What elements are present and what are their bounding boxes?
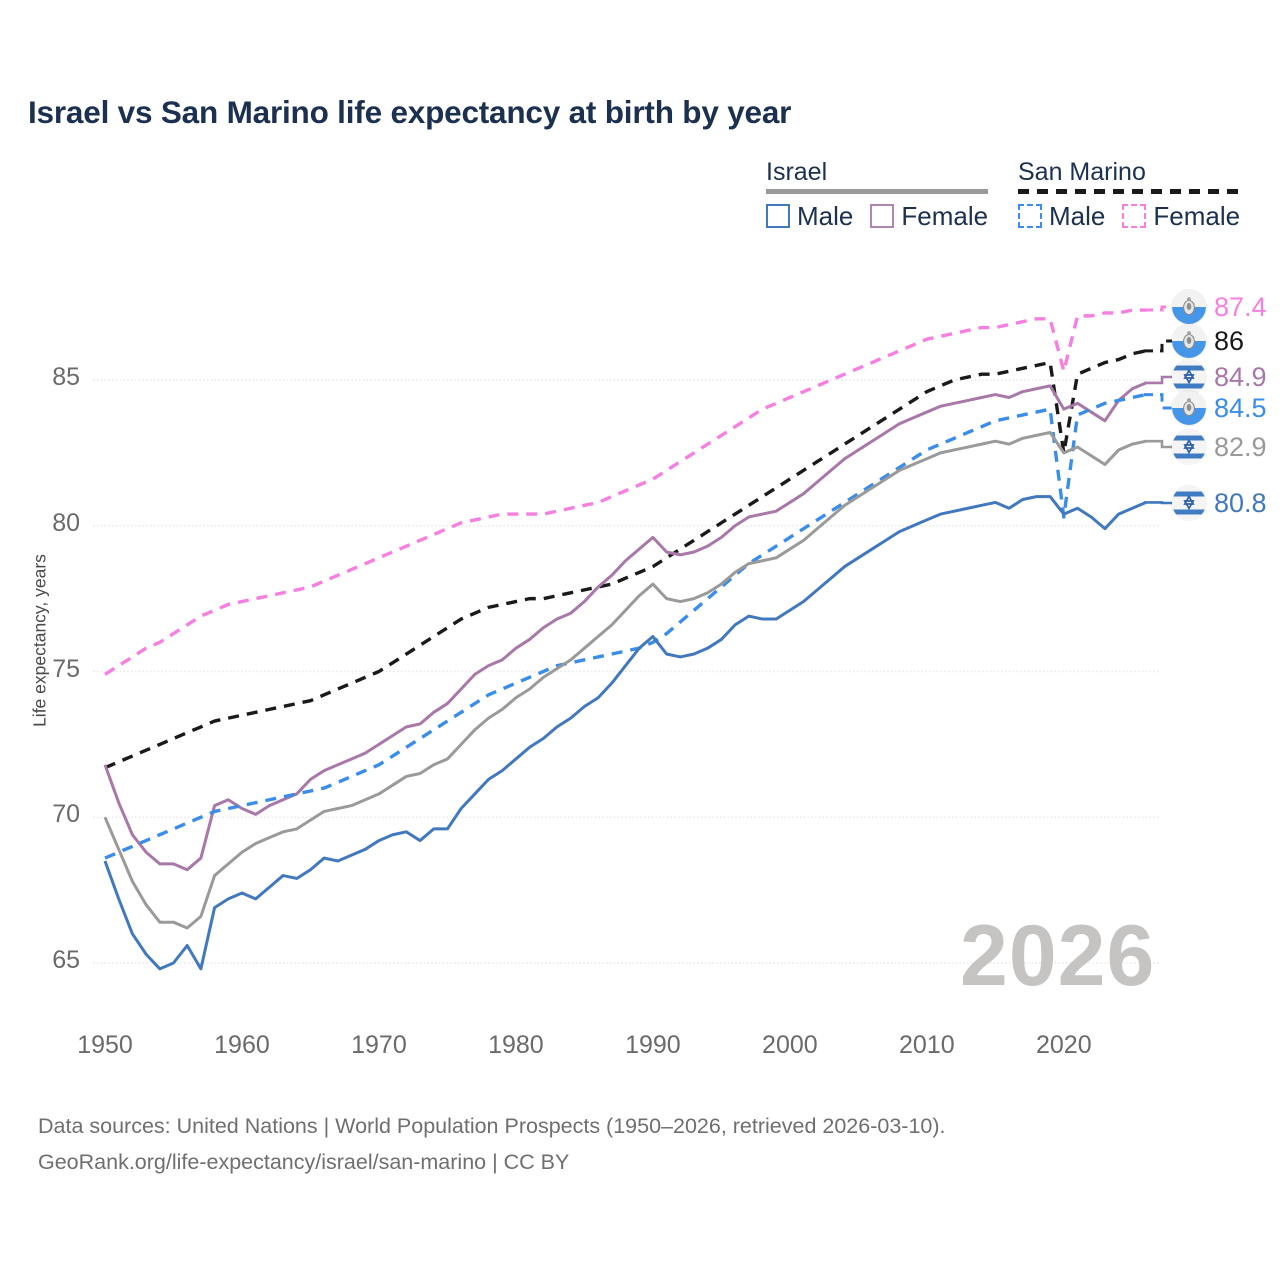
series-lines [103, 305, 1172, 971]
gridlines [93, 379, 1160, 964]
legend-swatch-icon [870, 204, 895, 228]
legend-group-rule [766, 189, 989, 194]
end-label-value: 87.4 [1214, 291, 1267, 322]
legend-item-label: Male [797, 201, 854, 231]
israel-flag-icon [1172, 486, 1206, 520]
x-tick-label: 1990 [625, 1031, 681, 1059]
legend-group-title: San Marino [1018, 158, 1146, 186]
leader-line-san-marino-total [1144, 339, 1172, 353]
year-watermark: 2026 [960, 908, 1156, 1004]
end-label-86[interactable]: 86 [1172, 324, 1244, 358]
x-tick-label: 2000 [762, 1031, 818, 1059]
end-label-value: 86 [1214, 325, 1245, 356]
legend-group-san-marino: San Marino Male Female [1018, 158, 1241, 229]
page-title: Israel vs San Marino life expectancy at … [28, 94, 792, 130]
end-label-value: 84.9 [1214, 361, 1267, 392]
footer-credits: Data sources: United Nations | World Pop… [38, 1108, 946, 1180]
legend-group-rule [1018, 189, 1241, 194]
end-label-value: 84.5 [1214, 392, 1267, 423]
legend-swatch-icon [1018, 204, 1042, 228]
y-tick-label: 70 [52, 800, 80, 829]
legend-items: Male Female [1018, 203, 1240, 229]
series-line-israel-female[interactable] [103, 381, 1147, 872]
series-line-san-marino-female[interactable] [104, 308, 1146, 676]
legend-item-label: Male [1049, 201, 1106, 231]
end-label-value: 82.9 [1214, 431, 1267, 462]
legend-swatch-icon [1122, 204, 1147, 228]
x-tick-label: 1950 [77, 1031, 133, 1059]
footer-line-url[interactable]: GeoRank.org/life-expectancy/israel/san-m… [38, 1150, 570, 1174]
series-line-israel-total[interactable] [103, 430, 1147, 930]
y-tick-label: 75 [52, 654, 80, 683]
x-tick-label: 2010 [899, 1031, 955, 1059]
leader-line-san-marino-male [1144, 393, 1172, 410]
leader-line-israel-total [1144, 439, 1172, 449]
legend-item-san-marino-female[interactable]: Female [1122, 203, 1240, 229]
x-tick-label: 2020 [1036, 1031, 1092, 1059]
leader-line-israel-male [1144, 501, 1172, 505]
y-tick-label: 80 [52, 508, 80, 537]
legend-item-label: Female [1153, 201, 1241, 231]
y-tick-label: 85 [52, 363, 80, 391]
y-axis-title: Life expectancy, years [29, 554, 50, 727]
end-label-84-9[interactable]: 84.9 [1172, 360, 1267, 394]
series-line-israel-male[interactable] [103, 495, 1147, 971]
legend-swatch-icon [766, 204, 790, 228]
end-label-82-9[interactable]: 82.9 [1172, 430, 1267, 464]
footer-line-sources: Data sources: United Nations | World Pop… [38, 1114, 946, 1138]
israel-flag-icon [1172, 430, 1206, 464]
san-marino-flag-icon [1172, 391, 1206, 425]
series-line-san-marino-male[interactable] [104, 392, 1147, 860]
x-tick-label: 1980 [488, 1031, 544, 1059]
legend-group-israel: Israel Male Female [766, 158, 989, 229]
series-line-san-marino-total[interactable] [104, 349, 1147, 770]
legend-item-san-marino-male[interactable]: Male [1018, 203, 1105, 229]
legend-item-label: Female [901, 201, 989, 231]
san-marino-flag-icon [1172, 290, 1206, 324]
legend-group-title: Israel [766, 158, 828, 186]
end-label-84-5[interactable]: 84.5 [1172, 391, 1267, 425]
legend-items: Male Female [766, 203, 988, 229]
legend-item-israel-female[interactable]: Female [870, 203, 988, 229]
end-label-80-8[interactable]: 80.8 [1172, 486, 1267, 520]
legend-item-israel-male[interactable]: Male [766, 203, 853, 229]
x-tick-label: 1970 [351, 1031, 407, 1059]
end-label-value: 80.8 [1214, 487, 1267, 518]
x-tick-label: 1960 [214, 1031, 270, 1059]
chart-legend: Israel Male Female San Marino Male Female [750, 158, 1250, 244]
san-marino-flag-icon [1172, 324, 1206, 358]
leader-line-san-marino-female [1144, 305, 1172, 312]
y-tick-label: 65 [52, 946, 80, 974]
leader-line-israel-female [1144, 375, 1172, 385]
end-label-87-4[interactable]: 87.4 [1172, 290, 1267, 324]
israel-flag-icon [1172, 360, 1206, 394]
